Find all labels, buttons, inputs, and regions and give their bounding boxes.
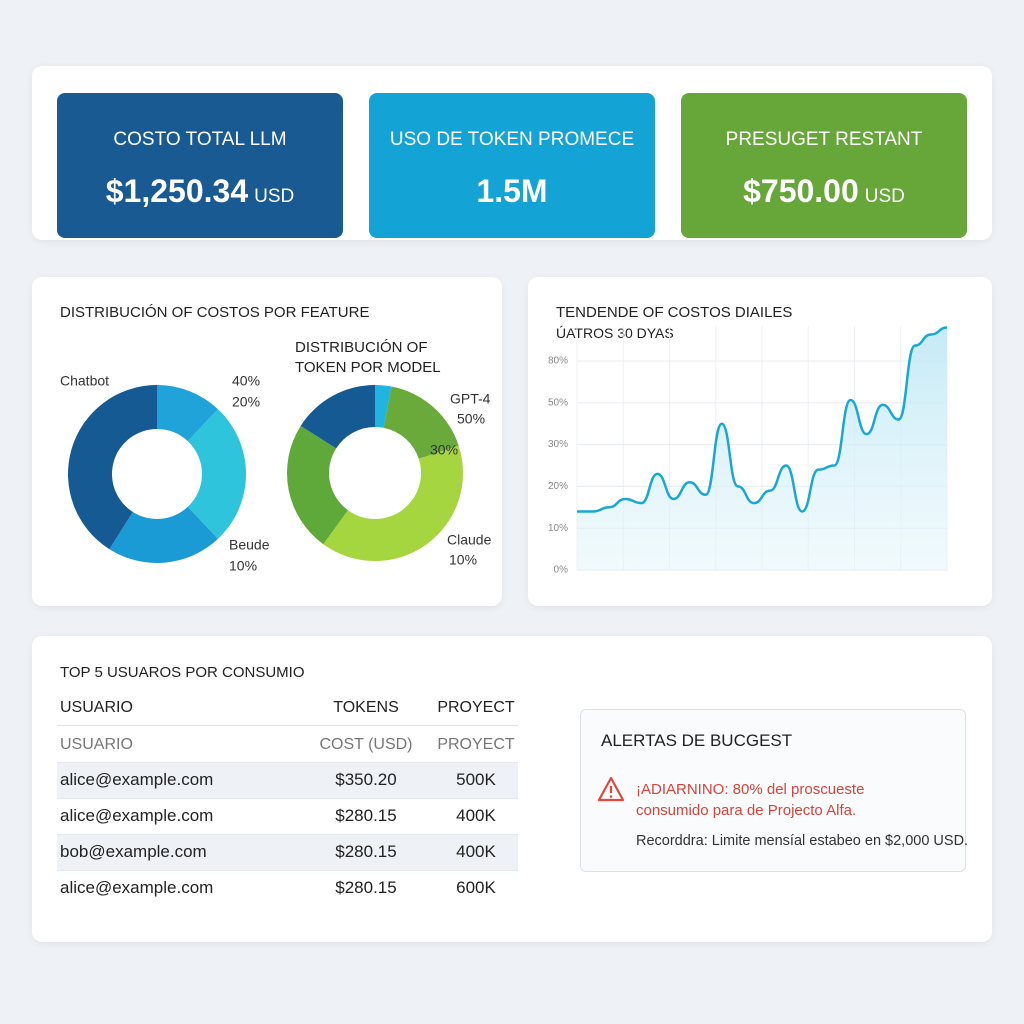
- table-cell: alice@example.com: [60, 878, 214, 897]
- chart-subtitle: ÚATROS 30 DYAS: [556, 325, 674, 341]
- kpi-unit: USD: [864, 186, 905, 207]
- kpi-number: 1.5M: [476, 173, 548, 209]
- chart-title: DISTRIBUCIÓN OF COSTOS POR FEATURE: [60, 304, 370, 321]
- kpi-value: 1.5M: [369, 173, 655, 210]
- table-cell: 400K: [456, 842, 496, 861]
- alert-warning: ¡ADIARNINO: 80% del proscueste consumido…: [636, 781, 865, 819]
- table-row: [57, 798, 518, 834]
- donut-segment: [187, 409, 247, 539]
- table-subheader: PROYECT: [437, 736, 515, 753]
- table-cell: 500K: [456, 770, 496, 789]
- table-header: TOKENS: [333, 699, 399, 716]
- line: [577, 326, 948, 513]
- table-cell: $280.15: [335, 878, 397, 897]
- donut-segment: [300, 385, 375, 449]
- kpi-unit: USD: [254, 186, 295, 207]
- table-row: [57, 834, 518, 870]
- table-cell: $280.15: [335, 842, 397, 861]
- table-cell: alice@example.com: [60, 770, 214, 789]
- chart-title: TENDENDE OF COSTOS DIAILES: [556, 304, 793, 321]
- donut-segment: [157, 385, 218, 442]
- y-tick-label: 10%: [548, 523, 568, 534]
- donut-segment: [109, 506, 218, 563]
- y-tick-label: 0%: [554, 565, 569, 576]
- kpi-tile: PRESUGET RESTANT $750.00 USD: [681, 93, 967, 238]
- table-cell: 400K: [456, 806, 496, 825]
- donut-segment: [383, 386, 459, 459]
- kpi-tile: USO DE TOKEN PROMECE 1.5M: [369, 93, 655, 238]
- divider: [57, 725, 518, 726]
- annotation: 20%: [232, 394, 260, 410]
- kpi-number: $1,250.34: [105, 173, 249, 209]
- kpi-value: $1,250.34 USD: [57, 173, 343, 210]
- annotation: 10%: [229, 558, 257, 574]
- alert-note: Recorddra: Limite mensíal estabeo en $2,…: [636, 833, 969, 849]
- y-tick-label: 20%: [548, 481, 568, 492]
- y-tick-label: 50%: [548, 397, 568, 408]
- table-row: [57, 870, 518, 906]
- donut-segment: [375, 385, 392, 428]
- table-row: [57, 762, 518, 798]
- annotation: 40%: [232, 373, 260, 389]
- donut-segment: [287, 425, 348, 545]
- table-cell: alice@example.com: [60, 806, 214, 825]
- annotation: 10%: [449, 552, 477, 568]
- table-header: PROYECT: [437, 699, 515, 716]
- table-cell: $350.20: [335, 770, 397, 789]
- table-header: USUARIO: [60, 699, 133, 716]
- annotation: 30%: [430, 442, 458, 458]
- y-tick-label: 30%: [548, 439, 568, 450]
- annotation: Chatbot: [60, 373, 109, 389]
- kpi-number: $750.00: [743, 173, 859, 209]
- kpi-value: $750.00 USD: [681, 173, 967, 210]
- annotation: Beude: [229, 537, 270, 553]
- area: [577, 327, 947, 570]
- donut-segment: [68, 385, 157, 550]
- annotation: 50%: [457, 411, 485, 427]
- table-cell: $280.15: [335, 806, 397, 825]
- alert-title: ALERTAS DE BUCGEST: [601, 731, 793, 750]
- chart-title: DISTRIBUCIÓN OF TOKEN POR MODEL: [295, 339, 441, 376]
- donut-segment: [323, 445, 463, 561]
- table-cell: bob@example.com: [60, 842, 207, 861]
- kpi-tile: COSTO TOTAL LLM $1,250.34 USD: [57, 93, 343, 238]
- annotation: GPT-4: [450, 391, 491, 407]
- annotation: Claude: [447, 532, 492, 548]
- table-subheader: COST (USD): [319, 736, 413, 753]
- table-cell: 600K: [456, 878, 496, 897]
- warning-icon: [597, 776, 625, 802]
- table-title: TOP 5 USUAROS POR CONSUMIO: [60, 664, 305, 681]
- kpi-title: COSTO TOTAL LLM: [113, 129, 287, 150]
- table-subheader: USUARIO: [60, 736, 133, 753]
- kpi-title: PRESUGET RESTANT: [725, 129, 923, 150]
- y-tick-label: 80%: [548, 356, 568, 367]
- kpi-title: USO DE TOKEN PROMECE: [389, 129, 635, 150]
- alert-box: [580, 709, 966, 872]
